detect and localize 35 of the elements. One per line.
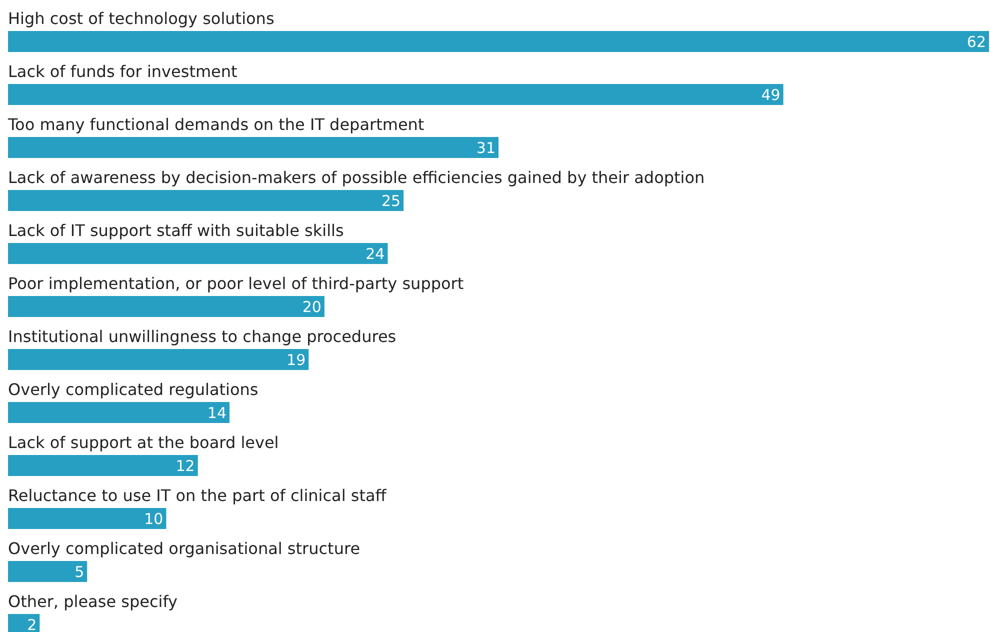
y-tick-label: Lack of support at the board level xyxy=(8,433,279,452)
y-tick-label: Institutional unwillingness to change procedures xyxy=(8,327,396,346)
data-label: 2 xyxy=(27,616,37,632)
y-tick-label: Poor implementation, or poor level of third-party support xyxy=(8,274,464,293)
y-tick-label: Overly complicated regulations xyxy=(8,380,258,399)
bar xyxy=(8,31,989,52)
bar xyxy=(8,561,88,582)
y-tick-label: Lack of IT support staff with suitable skills xyxy=(8,221,344,240)
data-label: 14 xyxy=(207,404,227,422)
data-label: 31 xyxy=(476,139,496,157)
data-label: 62 xyxy=(966,33,986,51)
y-tick-label: Lack of awareness by decision-makers of possible efficiencies gained by their adoption xyxy=(8,168,705,187)
bar xyxy=(8,296,324,317)
data-label: 24 xyxy=(366,245,385,263)
y-tick-label: High cost of technology solutions xyxy=(8,9,274,28)
bar xyxy=(8,349,309,370)
data-label: 49 xyxy=(761,86,780,104)
data-label: 20 xyxy=(302,298,322,316)
bar xyxy=(8,190,404,211)
bar xyxy=(8,243,388,264)
bar xyxy=(8,455,198,476)
data-label: 5 xyxy=(74,563,84,581)
y-tick-label: Other, please specify xyxy=(8,592,178,611)
y-tick-label: Reluctance to use IT on the part of clinical staff xyxy=(8,486,388,505)
y-tick-label: Too many functional demands on the IT department xyxy=(7,115,424,134)
data-label: 12 xyxy=(176,457,195,475)
data-label: 25 xyxy=(381,192,401,210)
data-label: 19 xyxy=(286,351,306,369)
data-label: 10 xyxy=(144,510,164,528)
bar xyxy=(8,137,498,158)
bar xyxy=(8,84,784,105)
bar xyxy=(8,402,230,423)
y-tick-label: Lack of funds for investment xyxy=(8,62,238,81)
bar xyxy=(8,508,166,529)
y-tick-label: Overly complicated organisational structure xyxy=(8,539,360,558)
